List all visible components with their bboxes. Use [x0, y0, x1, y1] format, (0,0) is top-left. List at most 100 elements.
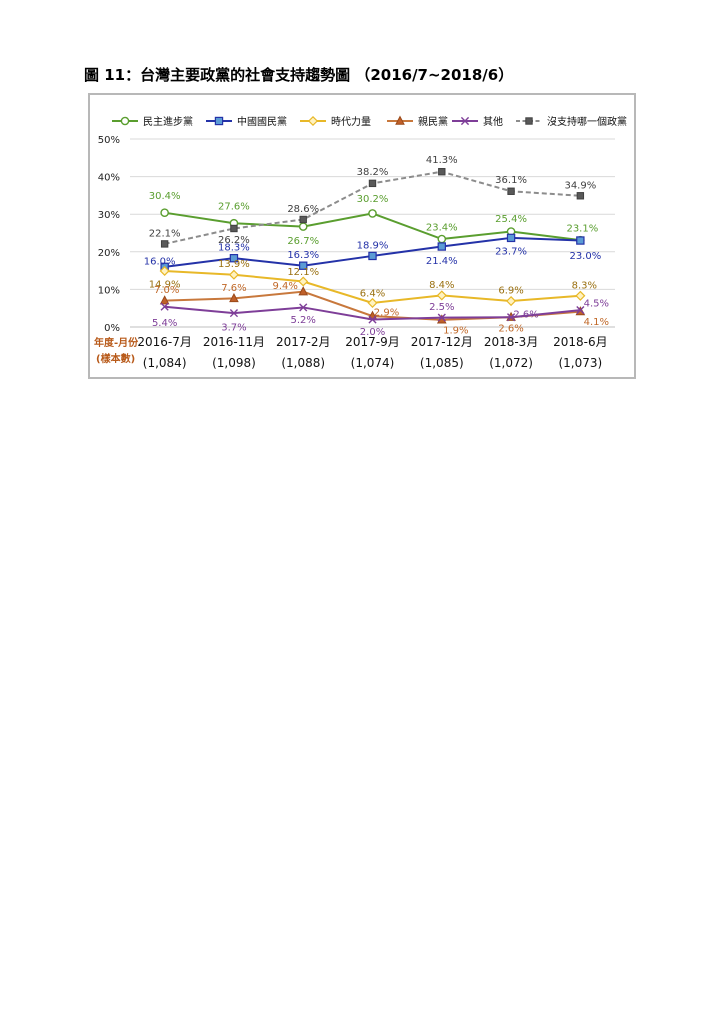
- series-5: [160, 168, 585, 248]
- data-point: [298, 276, 309, 287]
- data-label: 8.4%: [429, 280, 454, 291]
- data-label: 26.7%: [287, 236, 319, 247]
- data-label: 2.0%: [360, 327, 385, 338]
- series-layer: [159, 168, 586, 324]
- figure-title: 圖 11：台灣主要政黨的社會支持趨勢圖 （2016/7~2018/6）: [84, 66, 514, 84]
- x-tick-label: 2017-12月: [411, 335, 473, 349]
- data-point: [368, 209, 377, 218]
- x-sample-size-label: (1,088): [281, 356, 325, 370]
- x-tick-label: 2016-7月: [137, 335, 192, 349]
- data-point: [368, 315, 377, 324]
- data-point: [438, 168, 446, 176]
- legend-swatch-marker: [307, 115, 319, 127]
- data-point: [436, 290, 447, 301]
- party-support-line-chart: 0% 10% 20% 30% 40% 50% 2016-7月 (1,084) 2016-11月 (…: [94, 115, 627, 370]
- data-point: [159, 295, 170, 305]
- data-label: 6.9%: [498, 286, 523, 297]
- legend-swatch-marker: [120, 116, 130, 126]
- data-label: 16.3%: [287, 250, 319, 261]
- legend-swatch-marker: [214, 116, 224, 126]
- x-tick-label: 2018-6月: [553, 335, 608, 349]
- data-point: [507, 187, 515, 195]
- data-label: 30.4%: [149, 191, 181, 202]
- legend-item: 時代力量: [300, 115, 371, 128]
- data-label-layer: 30.4% 27.6% 26.7% 30.2% 23.4% 25.4% 23.1% 16.0%…: [144, 155, 609, 338]
- y-tick-label: 50%: [98, 135, 120, 146]
- data-label: 22.1%: [149, 228, 181, 239]
- data-point: [506, 313, 516, 322]
- data-label: 23.0%: [569, 251, 601, 262]
- x-axis-title-sub: (樣本數): [96, 352, 135, 365]
- x-sample-size-label: (1,085): [420, 356, 464, 370]
- data-point: [228, 269, 239, 280]
- x-tick-label: 2017-9月: [345, 335, 400, 349]
- data-label: 18.9%: [357, 240, 389, 251]
- data-point: [506, 233, 516, 243]
- data-label: 26.2%: [218, 235, 250, 246]
- data-label: 4.5%: [584, 299, 609, 310]
- data-label: 7.6%: [221, 283, 246, 294]
- x-marker-stroke: [299, 303, 308, 312]
- legend-item: 其他: [452, 115, 503, 128]
- data-label: 5.4%: [152, 318, 177, 329]
- data-point: [298, 286, 309, 296]
- series-0: [160, 208, 585, 245]
- data-point: [229, 292, 239, 303]
- data-point: [437, 313, 446, 322]
- data-point: [368, 179, 377, 188]
- data-point: [576, 236, 585, 245]
- data-point: [368, 251, 377, 261]
- data-label: 2.9%: [374, 308, 399, 319]
- legend-label: 其他: [483, 115, 503, 128]
- x-marker-stroke: [576, 305, 585, 315]
- x-tick-label: 2017-2月: [276, 335, 331, 349]
- data-label: 13.9%: [218, 259, 250, 270]
- data-label: 16.0%: [144, 256, 176, 267]
- x-sample-size-label: (1,073): [558, 356, 602, 370]
- data-point: [160, 208, 169, 217]
- data-point: [159, 265, 170, 277]
- data-label: 25.4%: [495, 214, 527, 225]
- x-sample-size-label: (1,084): [143, 356, 187, 370]
- data-label: 9.4%: [273, 281, 298, 292]
- x-marker-stroke: [460, 116, 470, 126]
- data-label: 27.6%: [218, 202, 250, 213]
- data-point: [229, 308, 239, 318]
- data-label: 3.7%: [221, 323, 246, 334]
- legend-label: 中國國民黨: [237, 115, 287, 128]
- data-point: [506, 296, 517, 307]
- data-label: 36.1%: [495, 175, 527, 186]
- legend-label: 時代力量: [331, 115, 371, 128]
- data-point: [437, 242, 446, 251]
- legend: 民主進步黨 中國國民黨 時代力量 親民黨 其他 沒支持哪一個政黨: [112, 115, 627, 128]
- data-label: 2.6%: [498, 324, 523, 335]
- y-tick-label: 40%: [98, 173, 120, 184]
- data-label: 30.2%: [357, 194, 389, 205]
- x-tick-label: 2018-3月: [484, 335, 539, 349]
- legend-swatch-marker: [460, 116, 470, 126]
- data-point: [160, 240, 169, 248]
- y-tick-label: 30%: [98, 210, 120, 221]
- legend-label: 親民黨: [418, 115, 448, 128]
- y-tick-label: 20%: [98, 248, 120, 259]
- data-label: 38.2%: [357, 167, 389, 178]
- x-marker-stroke: [437, 313, 446, 322]
- data-label: 34.9%: [564, 180, 596, 191]
- legend-item: 沒支持哪一個政黨: [516, 115, 627, 128]
- data-label: 2.5%: [429, 302, 454, 313]
- data-label: 14.9%: [149, 279, 181, 290]
- data-label: 5.2%: [291, 315, 316, 326]
- data-label: 21.4%: [426, 256, 458, 267]
- legend-item: 民主進步黨: [112, 115, 193, 128]
- data-label: 28.6%: [287, 204, 319, 215]
- data-label: 2.6%: [513, 310, 538, 321]
- data-point: [437, 234, 447, 244]
- data-label: 18.3%: [218, 243, 250, 254]
- data-point: [230, 224, 238, 233]
- x-axis-title: 年度-月份: [94, 336, 139, 349]
- data-point: [367, 297, 378, 308]
- data-point: [160, 302, 169, 311]
- legend-item: 中國國民黨: [206, 115, 287, 128]
- x-sample-size-label: (1,072): [489, 356, 533, 370]
- x-marker-stroke: [368, 315, 377, 324]
